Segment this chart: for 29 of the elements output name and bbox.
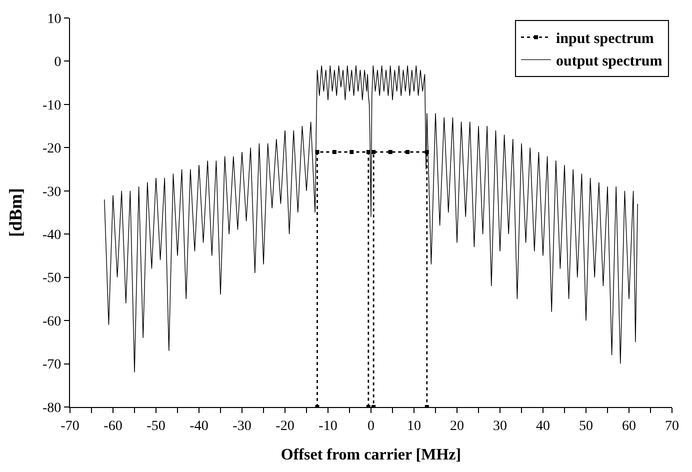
y-tick-label: -50 [42,271,62,286]
x-tick-label: -50 [146,418,166,434]
y-tick-label: -80 [42,400,62,416]
x-axis-title: Offset from carrier [MHz] [280,446,462,464]
y-tick-label: -10 [42,98,62,114]
y-tick-label: 10 [47,12,62,27]
legend-label: input spectrum [556,31,654,48]
y-axis-title: [dBm] [6,188,26,237]
y-tick-label: -70 [42,358,62,373]
y-tick-label: -30 [42,184,62,200]
y-tick-label: -40 [42,228,62,244]
x-tick-label: 30 [493,418,507,434]
y-tick-label: -60 [42,314,62,330]
x-tick-label: -10 [318,418,338,434]
x-tick-label: 10 [407,418,421,434]
x-tick-label: -70 [60,418,80,434]
y-tick-label: 0 [54,55,62,70]
x-tick-label: 50 [579,418,593,434]
x-tick-label: -40 [190,418,208,434]
x-tick-label: -20 [276,418,294,434]
x-tick-label: 0 [368,418,374,434]
x-tick-label: 70 [665,418,679,434]
x-tick-label: -30 [232,418,252,434]
x-tick-label: -60 [104,418,122,434]
x-tick-label: 40 [536,418,550,434]
x-tick-label: 20 [450,418,464,434]
legend-label: output spectrum [556,54,663,70]
x-tick-label: 60 [622,418,636,434]
y-tick-label: -20 [42,142,62,157]
